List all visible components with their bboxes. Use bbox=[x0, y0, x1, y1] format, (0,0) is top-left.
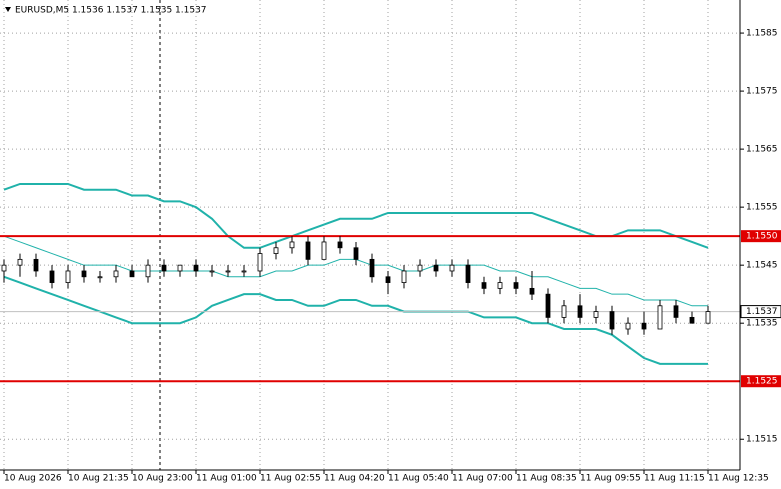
candle-body bbox=[273, 247, 279, 254]
candle-body bbox=[305, 241, 311, 260]
candle-body bbox=[177, 264, 183, 272]
candle-body bbox=[209, 270, 215, 273]
bollinger-band bbox=[3, 275, 708, 365]
candle-body bbox=[289, 241, 295, 249]
menu-arrow[interactable] bbox=[5, 7, 11, 12]
x-tick-label: 10 Aug 21:35 bbox=[68, 474, 129, 484]
candle-body bbox=[481, 282, 487, 289]
y-tick-label: 1.1565 bbox=[746, 145, 778, 155]
candle-body bbox=[689, 316, 695, 324]
x-tick-label: 11 Aug 07:00 bbox=[452, 474, 513, 484]
price-label: 1.1537 bbox=[746, 307, 778, 317]
candle-body bbox=[577, 305, 583, 318]
candle-body bbox=[449, 264, 455, 272]
y-tick-label: 1.1585 bbox=[746, 29, 778, 39]
candle-body bbox=[641, 322, 647, 330]
candle-body bbox=[657, 305, 663, 330]
price-tag bbox=[740, 305, 781, 319]
candle-body bbox=[465, 264, 471, 283]
candle-body bbox=[129, 270, 135, 278]
x-tick-label: 10 Aug 2026 bbox=[4, 474, 62, 484]
x-tick-label: 11 Aug 08:35 bbox=[516, 474, 577, 484]
candle-body bbox=[401, 270, 407, 283]
candle-body bbox=[193, 264, 199, 272]
chart-title: EURUSD,M5 1.1536 1.1537 1.1535 1.1537 bbox=[15, 6, 207, 16]
candle-body bbox=[161, 264, 167, 272]
candle-body bbox=[1, 264, 7, 272]
x-tick-label: 11 Aug 12:35 bbox=[708, 474, 769, 484]
candle-body bbox=[369, 258, 375, 278]
candle-body bbox=[49, 270, 55, 283]
candle-body bbox=[81, 270, 87, 278]
candle-body bbox=[337, 241, 343, 249]
candle-body bbox=[65, 270, 71, 283]
candle-body bbox=[609, 311, 615, 330]
candle-body bbox=[513, 282, 519, 289]
x-tick-label: 11 Aug 05:40 bbox=[388, 474, 449, 484]
candle-body bbox=[673, 305, 679, 318]
candle-body bbox=[257, 253, 263, 272]
candle-body bbox=[593, 311, 599, 318]
y-tick-label: 1.1575 bbox=[746, 87, 778, 97]
candle-body bbox=[417, 264, 423, 272]
candle-body bbox=[17, 258, 23, 266]
candle-body bbox=[225, 270, 231, 273]
bollinger-band bbox=[3, 182, 709, 249]
y-tick-label: 1.1545 bbox=[746, 261, 778, 271]
candle-body bbox=[385, 276, 391, 283]
candle-body bbox=[433, 264, 439, 272]
x-tick-label: 11 Aug 09:55 bbox=[580, 474, 641, 484]
x-tick-label: 11 Aug 04:20 bbox=[324, 474, 385, 484]
y-tick-label: 1.1555 bbox=[746, 203, 778, 213]
candle-body bbox=[561, 305, 567, 318]
candle-body bbox=[353, 247, 359, 260]
level-label: 1.1525 bbox=[746, 377, 778, 387]
candle-body bbox=[97, 276, 103, 279]
candle-body bbox=[529, 287, 535, 295]
y-tick-label: 1.1535 bbox=[746, 319, 778, 329]
x-tick-label: 11 Aug 11:15 bbox=[644, 474, 705, 484]
x-tick-label: 10 Aug 23:00 bbox=[132, 474, 193, 484]
x-tick-label: 11 Aug 01:00 bbox=[196, 474, 257, 484]
candle-body bbox=[497, 282, 503, 289]
y-tick-label: 1.1515 bbox=[746, 435, 778, 445]
candle-body bbox=[241, 270, 247, 273]
level-tag bbox=[741, 375, 781, 388]
plot bbox=[0, 0, 740, 470]
level-tag bbox=[741, 230, 781, 243]
candle-body bbox=[113, 270, 119, 278]
candle-body bbox=[705, 311, 711, 324]
candle-body bbox=[33, 258, 39, 272]
candle-body bbox=[545, 293, 551, 318]
candle-body bbox=[145, 264, 151, 278]
candle-body bbox=[321, 241, 327, 260]
x-tick-label: 11 Aug 02:55 bbox=[260, 474, 321, 484]
level-label: 1.1550 bbox=[746, 232, 778, 242]
candle-body bbox=[625, 322, 631, 330]
